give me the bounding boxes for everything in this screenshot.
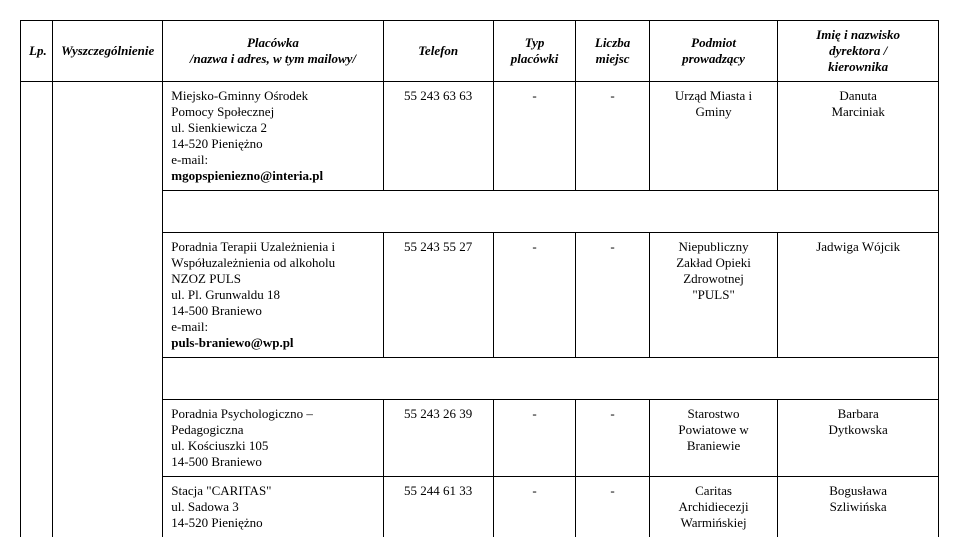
cell-plac: Miejsko-Gminny Ośrodek Pomocy Społecznej… xyxy=(163,82,383,191)
podmiot-text: Zdrowotnej xyxy=(683,271,744,286)
cell-wysz xyxy=(53,477,163,538)
cell-lp xyxy=(21,82,53,191)
plac-text: e-mail: xyxy=(171,152,208,167)
podmiot-text: Archidiecezji xyxy=(679,499,749,514)
imie-text: Barbara xyxy=(838,406,879,421)
podmiot-text: Powiatowe w xyxy=(678,422,748,437)
col-header-imie: Imię i nazwisko dyrektora / kierownika xyxy=(778,21,939,82)
cell-liczba: - xyxy=(576,82,649,191)
header-typ-1: Typ xyxy=(525,35,545,50)
cell-typ: - xyxy=(493,233,576,358)
imie-text: Bogusława xyxy=(829,483,887,498)
imie-text: Szliwińska xyxy=(830,499,887,514)
cell-tel: 55 243 63 63 xyxy=(383,82,493,191)
cell-podmiot: Starostwo Powiatowe w Braniewie xyxy=(649,400,778,477)
podmiot-text: "PULS" xyxy=(692,287,734,302)
header-liczba-1: Liczba xyxy=(595,35,630,50)
spacer-row xyxy=(21,191,939,233)
plac-text: 14-520 Pieniężno xyxy=(171,515,262,530)
cell-imie: Barbara Dytkowska xyxy=(778,400,939,477)
cell-imie: Danuta Marciniak xyxy=(778,82,939,191)
plac-text: Pedagogiczna xyxy=(171,422,243,437)
cell-plac: Poradnia Terapii Uzależnienia i Współuza… xyxy=(163,233,383,358)
cell-liczba: - xyxy=(576,477,649,538)
table-row: Miejsko-Gminny Ośrodek Pomocy Społecznej… xyxy=(21,82,939,191)
plac-text: 14-500 Braniewo xyxy=(171,303,262,318)
podmiot-text: Niepubliczny xyxy=(679,239,749,254)
cell-plac: Poradnia Psychologiczno – Pedagogiczna u… xyxy=(163,400,383,477)
plac-text: ul. Pl. Grunwaldu 18 xyxy=(171,287,280,302)
cell-tel: 55 243 55 27 xyxy=(383,233,493,358)
cell-wysz xyxy=(53,400,163,477)
plac-email: mgopspieniezno@interia.pl xyxy=(171,168,323,183)
cell-imie: Jadwiga Wójcik xyxy=(778,233,939,358)
table-header-row: Lp. Wyszczególnienie Placówka /nazwa i a… xyxy=(21,21,939,82)
plac-text: Współuzależnienia od alkoholu xyxy=(171,255,335,270)
plac-text: Poradnia Psychologiczno – xyxy=(171,406,313,421)
cell-lp xyxy=(21,233,53,358)
imie-text: Danuta xyxy=(839,88,877,103)
plac-text: ul. Sadowa 3 xyxy=(171,499,239,514)
cell-podmiot: Niepubliczny Zakład Opieki Zdrowotnej "P… xyxy=(649,233,778,358)
col-header-typ: Typ placówki xyxy=(493,21,576,82)
cell-typ: - xyxy=(493,400,576,477)
header-podmiot-2: prowadzący xyxy=(682,51,745,66)
plac-text: NZOZ PULS xyxy=(171,271,241,286)
data-table: Lp. Wyszczególnienie Placówka /nazwa i a… xyxy=(20,20,939,537)
header-liczba-2: miejsc xyxy=(596,51,630,66)
podmiot-text: Braniewie xyxy=(687,438,740,453)
cell-wysz xyxy=(53,82,163,191)
header-imie-1: Imię i nazwisko xyxy=(816,27,900,42)
cell-liczba: - xyxy=(576,233,649,358)
plac-text: Poradnia Terapii Uzależnienia i xyxy=(171,239,335,254)
table-row: Poradnia Psychologiczno – Pedagogiczna u… xyxy=(21,400,939,477)
header-imie-2: dyrektora / xyxy=(829,43,887,58)
cell-plac: Stacja "CARITAS" ul. Sadowa 3 14-520 Pie… xyxy=(163,477,383,538)
podmiot-text: Starostwo xyxy=(688,406,740,421)
cell-typ: - xyxy=(493,477,576,538)
header-plac-2: /nazwa i adres, w tym mailowy/ xyxy=(190,51,356,66)
podmiot-text: Warmińskiej xyxy=(681,515,747,530)
cell-tel: 55 243 26 39 xyxy=(383,400,493,477)
plac-text: Pomocy Społecznej xyxy=(171,104,274,119)
col-header-liczba: Liczba miejsc xyxy=(576,21,649,82)
header-podmiot-1: Podmiot xyxy=(691,35,736,50)
cell-podmiot: Urząd Miasta i Gminy xyxy=(649,82,778,191)
cell-lp xyxy=(21,400,53,477)
col-header-wysz: Wyszczególnienie xyxy=(53,21,163,82)
podmiot-text: Gminy xyxy=(695,104,731,119)
podmiot-text: Urząd Miasta i xyxy=(675,88,752,103)
cell-lp xyxy=(21,477,53,538)
col-header-tel: Telefon xyxy=(383,21,493,82)
spacer-row xyxy=(21,358,939,400)
col-header-lp: Lp. xyxy=(21,21,53,82)
cell-liczba: - xyxy=(576,400,649,477)
imie-text: Dytkowska xyxy=(829,422,888,437)
cell-typ: - xyxy=(493,82,576,191)
plac-text: 14-520 Pieniężno xyxy=(171,136,262,151)
plac-text: Miejsko-Gminny Ośrodek xyxy=(171,88,308,103)
plac-text: Stacja "CARITAS" xyxy=(171,483,271,498)
table-row: Poradnia Terapii Uzależnienia i Współuza… xyxy=(21,233,939,358)
header-imie-3: kierownika xyxy=(828,59,888,74)
cell-tel: 55 244 61 33 xyxy=(383,477,493,538)
imie-text: Marciniak xyxy=(831,104,884,119)
plac-text: e-mail: xyxy=(171,319,208,334)
col-header-podmiot: Podmiot prowadzący xyxy=(649,21,778,82)
plac-text: ul. Sienkiewicza 2 xyxy=(171,120,267,135)
cell-podmiot: Caritas Archidiecezji Warmińskiej xyxy=(649,477,778,538)
header-plac-1: Placówka xyxy=(247,35,299,50)
podmiot-text: Zakład Opieki xyxy=(676,255,751,270)
cell-imie: Bogusława Szliwińska xyxy=(778,477,939,538)
col-header-plac: Placówka /nazwa i adres, w tym mailowy/ xyxy=(163,21,383,82)
plac-email: puls-braniewo@wp.pl xyxy=(171,335,293,350)
plac-text: ul. Kościuszki 105 xyxy=(171,438,268,453)
table-row: Stacja "CARITAS" ul. Sadowa 3 14-520 Pie… xyxy=(21,477,939,538)
plac-text: 14-500 Braniewo xyxy=(171,454,262,469)
podmiot-text: Caritas xyxy=(695,483,732,498)
header-typ-2: placówki xyxy=(511,51,559,66)
cell-wysz xyxy=(53,233,163,358)
